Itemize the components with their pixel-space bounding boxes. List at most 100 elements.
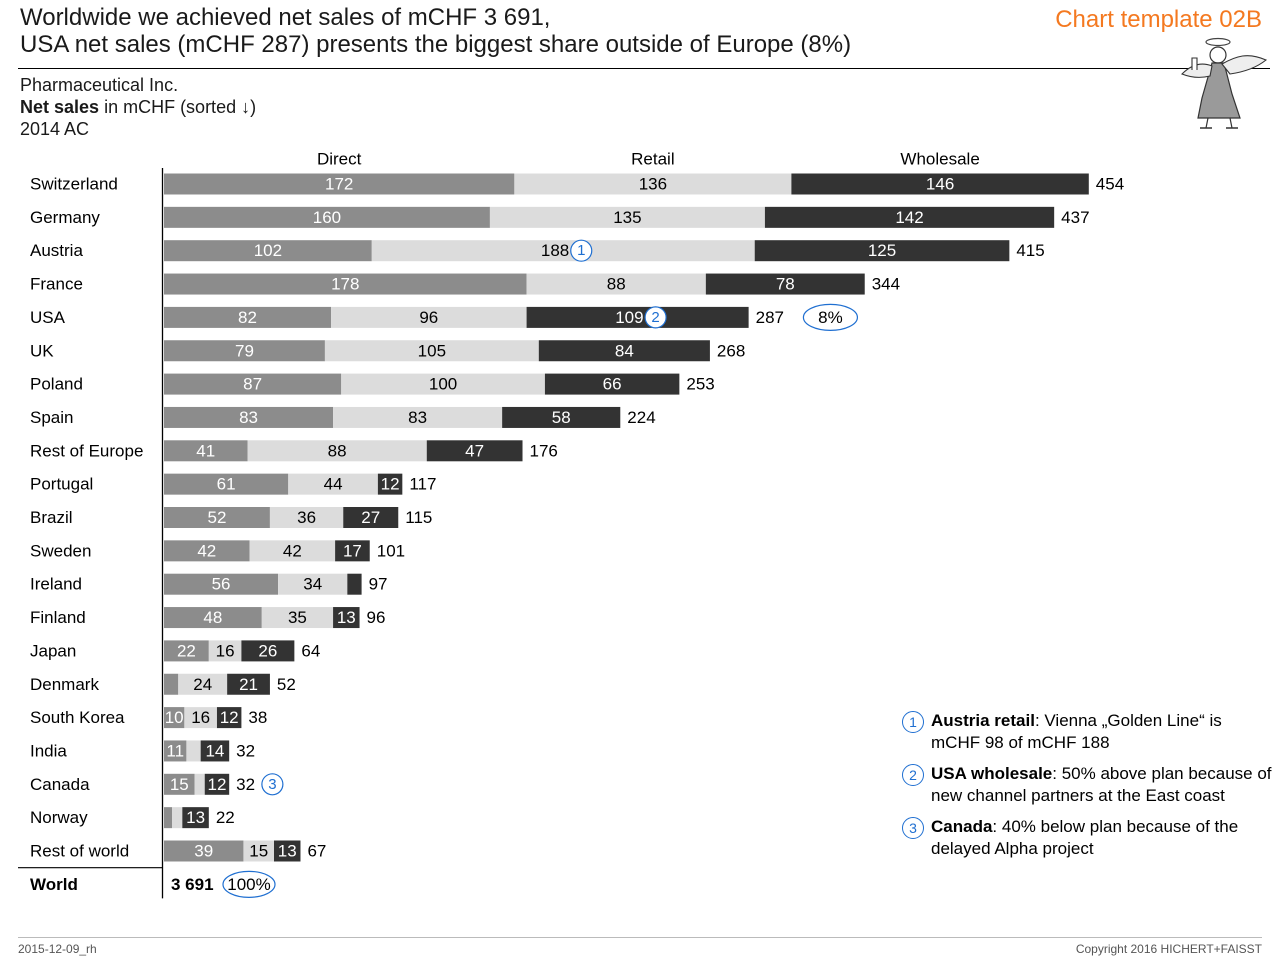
data-label-wholesale: 12: [208, 775, 227, 794]
total-label: 67: [307, 842, 326, 861]
bar-segment-direct: [164, 840, 244, 862]
total-label: 52: [277, 675, 296, 694]
bar-segment-wholesale: [502, 406, 621, 428]
data-label-direct: 48: [203, 608, 222, 627]
note-marker-label: 1: [577, 242, 585, 259]
bar-segment-retail: [178, 673, 228, 695]
notes-panel: 1 Austria retail: Vienna „Golden Line“ i…: [902, 710, 1272, 869]
measure-bold: Net sales: [20, 97, 100, 117]
bar-segment-retail: [172, 807, 183, 829]
data-label-wholesale: 26: [258, 641, 277, 660]
data-label-direct: 61: [217, 475, 236, 494]
data-label-direct: 83: [239, 408, 258, 427]
bar-segment-direct: [164, 473, 289, 495]
bar-segment-direct: [164, 773, 195, 795]
bar-segment-retail: [278, 573, 348, 595]
bar-segment-retail: [184, 707, 217, 729]
data-label-direct: 22: [177, 641, 196, 660]
template-label: Chart template 02B: [1055, 6, 1262, 33]
world-share-badge: [222, 870, 276, 898]
data-label-retail: 83: [408, 408, 427, 427]
total-label: 38: [248, 708, 267, 727]
world-label: World: [30, 875, 78, 894]
total-label: 22: [216, 808, 235, 827]
data-label-retail: 16: [191, 708, 210, 727]
category-label: Sweden: [30, 541, 91, 560]
data-label-direct: 56: [212, 575, 231, 594]
data-label-direct: 79: [235, 341, 254, 360]
data-label-retail: 135: [613, 208, 641, 227]
total-label: 437: [1061, 208, 1089, 227]
total-label: 96: [367, 608, 386, 627]
company-name: Pharmaceutical Inc.: [20, 75, 179, 95]
note-marker-label: 2: [651, 309, 659, 326]
page-title: Worldwide we achieved net sales of mCHF …: [20, 4, 851, 58]
bar-segment-wholesale: [526, 306, 749, 328]
bar-segment-wholesale: [754, 240, 1010, 262]
note-marker-circle: [644, 306, 667, 329]
category-label: Spain: [30, 408, 73, 427]
category-label: Canada: [30, 775, 90, 794]
category-label: Austria: [30, 241, 83, 260]
data-label-wholesale: 109: [615, 308, 643, 327]
data-label-retail: 188: [541, 241, 569, 260]
bar-segment-direct: [164, 707, 185, 729]
total-label: 115: [405, 508, 432, 527]
bar-segment-direct: [164, 440, 248, 462]
data-label-wholesale: 13: [337, 608, 356, 627]
total-label: 32: [236, 775, 255, 794]
note-2-body: : 50% above plan because of new channel …: [931, 764, 1272, 805]
bar-segment-retail: [261, 607, 334, 629]
data-label-wholesale: 142: [895, 208, 923, 227]
bar-segment-wholesale: [273, 840, 301, 862]
data-label-wholesale: 12: [220, 708, 239, 727]
bar-segment-wholesale: [764, 206, 1055, 228]
total-label: 176: [530, 441, 558, 460]
period-label: 2014 AC: [20, 119, 90, 139]
data-label-wholesale: 13: [186, 808, 205, 827]
data-label-direct: 39: [194, 842, 213, 861]
data-label-retail: 15: [249, 842, 268, 861]
data-label-retail: 36: [297, 508, 316, 527]
note-2-bold: USA wholesale: [931, 764, 1053, 783]
note-marker-label: 3: [268, 776, 276, 793]
category-label: France: [30, 275, 83, 294]
bar-segment-wholesale: [347, 573, 362, 595]
footer-divider: [18, 937, 1262, 938]
bar-segment-retail: [526, 273, 706, 295]
data-label-direct: 178: [331, 275, 359, 294]
category-label: Ireland: [30, 575, 82, 594]
bar-segment-retail: [341, 373, 545, 395]
category-label: Japan: [30, 641, 76, 660]
bar-segment-wholesale: [216, 707, 242, 729]
category-label: Poland: [30, 375, 83, 394]
bar-segment-retail: [243, 840, 274, 862]
note-1-body: : Vienna „Golden Line“ is mCHF 98 of mCH…: [931, 711, 1222, 752]
data-label-direct: 87: [243, 375, 262, 394]
bar-segment-retail: [324, 340, 539, 362]
bar-segment-wholesale: [227, 673, 270, 695]
bar-segment-wholesale: [377, 473, 403, 495]
bar-segment-retail: [288, 473, 378, 495]
category-label: Finland: [30, 608, 86, 627]
category-label: Denmark: [30, 675, 99, 694]
bar-segment-wholesale: [426, 440, 523, 462]
bar-segment-direct: [164, 173, 515, 195]
note-text-2: USA wholesale: 50% above plan because of…: [931, 763, 1272, 806]
data-label-direct: 102: [254, 241, 282, 260]
bar-segment-wholesale: [544, 373, 680, 395]
note-1: 1 Austria retail: Vienna „Golden Line“ i…: [902, 710, 1272, 753]
bar-segment-direct: [164, 740, 187, 762]
bar-segment-wholesale: [333, 607, 360, 629]
bar-segment-retail: [247, 440, 427, 462]
category-label: Rest of world: [30, 842, 129, 861]
data-label-retail: 105: [418, 341, 446, 360]
bar-segment-retail: [194, 773, 205, 795]
bar-segment-direct: [164, 206, 490, 228]
total-label: 287: [756, 308, 784, 327]
bar-segment-direct: [164, 640, 209, 662]
bar-segment-retail: [333, 406, 503, 428]
footer-date: 2015-12-09_rh: [18, 942, 97, 956]
data-label-direct: 15: [170, 775, 189, 794]
category-label: Switzerland: [30, 175, 118, 194]
